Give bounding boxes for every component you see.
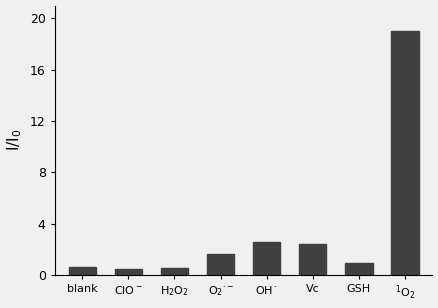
Bar [391, 31, 419, 275]
Bar [115, 269, 142, 275]
Y-axis label: I/I$_0$: I/I$_0$ [6, 129, 24, 152]
Bar [299, 244, 326, 275]
Bar [161, 268, 188, 275]
Bar [345, 263, 373, 275]
Bar [253, 242, 280, 275]
Bar [207, 254, 234, 275]
Bar [68, 267, 96, 275]
